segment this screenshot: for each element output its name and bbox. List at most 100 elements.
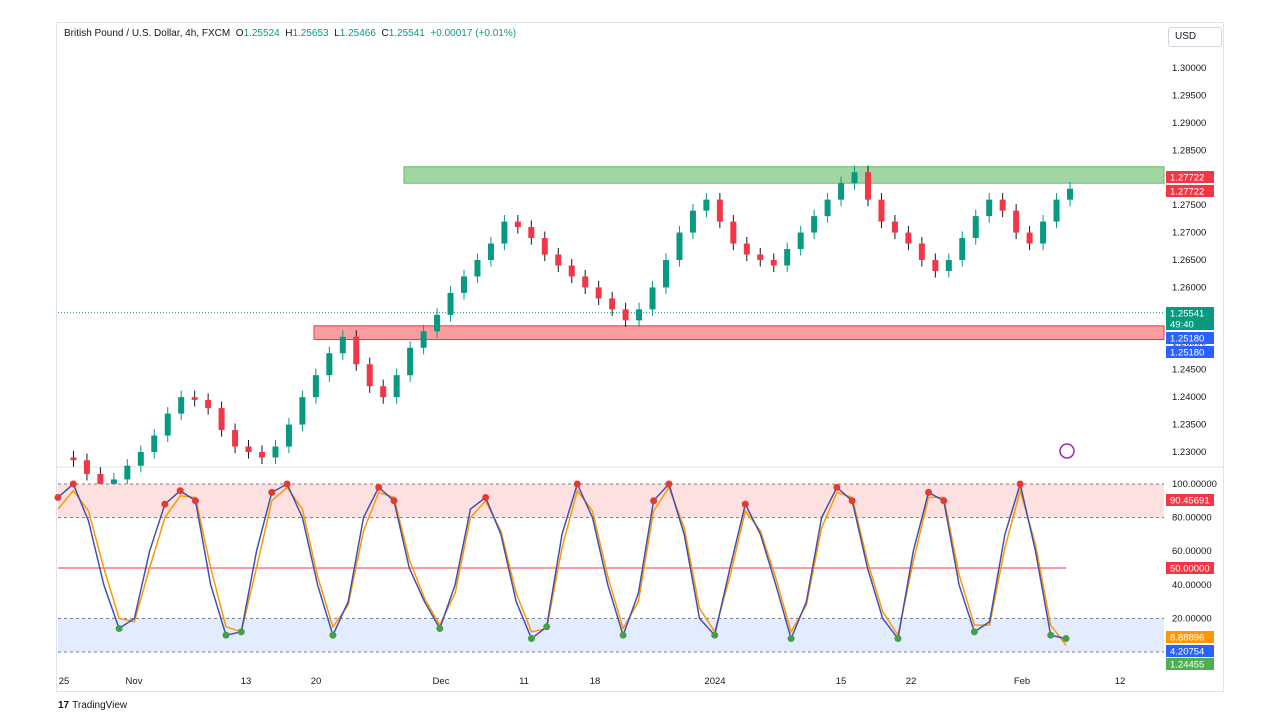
candle-body	[393, 375, 400, 398]
oversold-marker	[237, 628, 245, 636]
candle-body	[151, 435, 158, 452]
price-badge-text: 1.27722	[1170, 173, 1204, 184]
overbought-marker	[191, 497, 199, 505]
price-badge	[1166, 185, 1214, 197]
candle-body	[514, 221, 521, 228]
oversold-marker	[329, 631, 337, 639]
candle-body	[609, 298, 616, 310]
candle-body	[326, 353, 333, 376]
price-axis-tick: 1.24000	[1172, 392, 1206, 403]
price-axis-tick: 1.23000	[1172, 447, 1206, 458]
price-badge	[1166, 332, 1214, 344]
candle-body	[528, 227, 535, 239]
stoch-badge	[1166, 645, 1214, 657]
candle-body	[784, 249, 791, 266]
candle-body	[218, 408, 225, 431]
time-axis-tick: 2024	[704, 676, 725, 687]
lightning-icon	[1059, 443, 1075, 459]
candle-body	[932, 260, 939, 271]
open-value: 1.25524	[243, 28, 280, 39]
price-axis-tick: 1.27000	[1172, 228, 1206, 239]
candle-body	[339, 336, 346, 354]
time-axis-tick: Feb	[1014, 676, 1030, 687]
price-badge	[1166, 346, 1214, 358]
overbought-marker	[665, 480, 673, 488]
candle-body	[312, 375, 319, 398]
candle-body	[986, 199, 993, 217]
stoch-axis-tick: 60.00000	[1172, 546, 1212, 557]
price-badge-text: 1.25180	[1170, 334, 1204, 345]
candle-body	[487, 243, 494, 260]
candle-body	[137, 452, 144, 466]
candle-body	[501, 221, 508, 244]
candle-body	[1053, 199, 1060, 222]
candle-body	[999, 199, 1006, 211]
overbought-marker	[161, 500, 169, 508]
candle-body	[595, 287, 602, 299]
overbought-marker	[1016, 480, 1024, 488]
candle-body	[205, 399, 212, 409]
stoch-axis-tick: 80.00000	[1172, 513, 1212, 524]
candle-body	[1026, 232, 1033, 244]
currency-button[interactable]: USD	[1168, 27, 1222, 47]
oversold-marker	[527, 635, 535, 643]
time-axis-tick: 22	[906, 676, 917, 687]
oversold-marker	[115, 624, 123, 632]
overbought-marker	[54, 493, 62, 501]
candle-body	[97, 473, 104, 485]
overbought-marker	[741, 500, 749, 508]
price-badge	[1166, 318, 1214, 330]
candle-body	[420, 331, 427, 348]
tradingview-brand: 17 TradingView	[58, 700, 128, 711]
candle-body	[568, 265, 575, 277]
time-axis-tick: 18	[590, 676, 601, 687]
candle-body	[434, 314, 441, 332]
candle-body	[811, 216, 818, 233]
stoch-axis-tick: 100.00000	[1172, 479, 1217, 490]
stoch-badge-text: 50.00000	[1170, 564, 1210, 575]
candle-body	[70, 457, 77, 461]
price-axis-tick: 1.26000	[1172, 282, 1206, 293]
oversold-marker	[1047, 631, 1055, 639]
stoch-axis-tick: 40.00000	[1172, 580, 1212, 591]
stoch-badge-text: 1.24455	[1170, 660, 1204, 671]
candle-body	[878, 199, 885, 222]
overbought-marker	[833, 483, 841, 491]
price-badge-text: 1.25180	[1170, 348, 1204, 359]
candle-body	[743, 243, 750, 255]
time-axis-tick: 20	[311, 676, 322, 687]
time-axis-tick: 12	[1115, 676, 1126, 687]
candle-body	[407, 347, 414, 376]
oversold-marker	[436, 624, 444, 632]
stoch-badge-text: 4.20754	[1170, 647, 1204, 658]
overbought-band	[58, 484, 1164, 518]
oversold-marker	[894, 635, 902, 643]
stoch-badge	[1166, 562, 1214, 574]
candle-body	[245, 446, 252, 452]
oversold-marker	[543, 623, 551, 631]
stoch-axis-tick: 20.00000	[1172, 613, 1212, 624]
candle-body	[232, 430, 239, 447]
overbought-marker	[69, 480, 77, 488]
time-axis-tick: 13	[241, 676, 252, 687]
support-zone	[313, 325, 1165, 341]
price-badge-text: 1.25541	[1170, 309, 1204, 320]
candle-body	[730, 221, 737, 244]
candle-body	[676, 232, 683, 260]
time-axis-tick: 25	[59, 676, 70, 687]
stoch-badge	[1166, 658, 1214, 670]
tradingview-logo-icon: 17	[58, 700, 70, 711]
candle-body	[461, 276, 467, 293]
candle-body	[380, 386, 387, 398]
candle-body	[663, 260, 669, 288]
price-axis-tick: 1.29000	[1172, 118, 1206, 129]
price-badge-text: 49:40	[1170, 320, 1194, 331]
time-axis-tick: Dec	[433, 676, 450, 687]
candle-body	[1040, 221, 1047, 244]
candle-body	[972, 216, 979, 239]
candle-body	[1067, 188, 1073, 200]
candle-body	[164, 413, 171, 436]
overbought-marker	[940, 497, 948, 505]
candle-body	[447, 292, 454, 315]
